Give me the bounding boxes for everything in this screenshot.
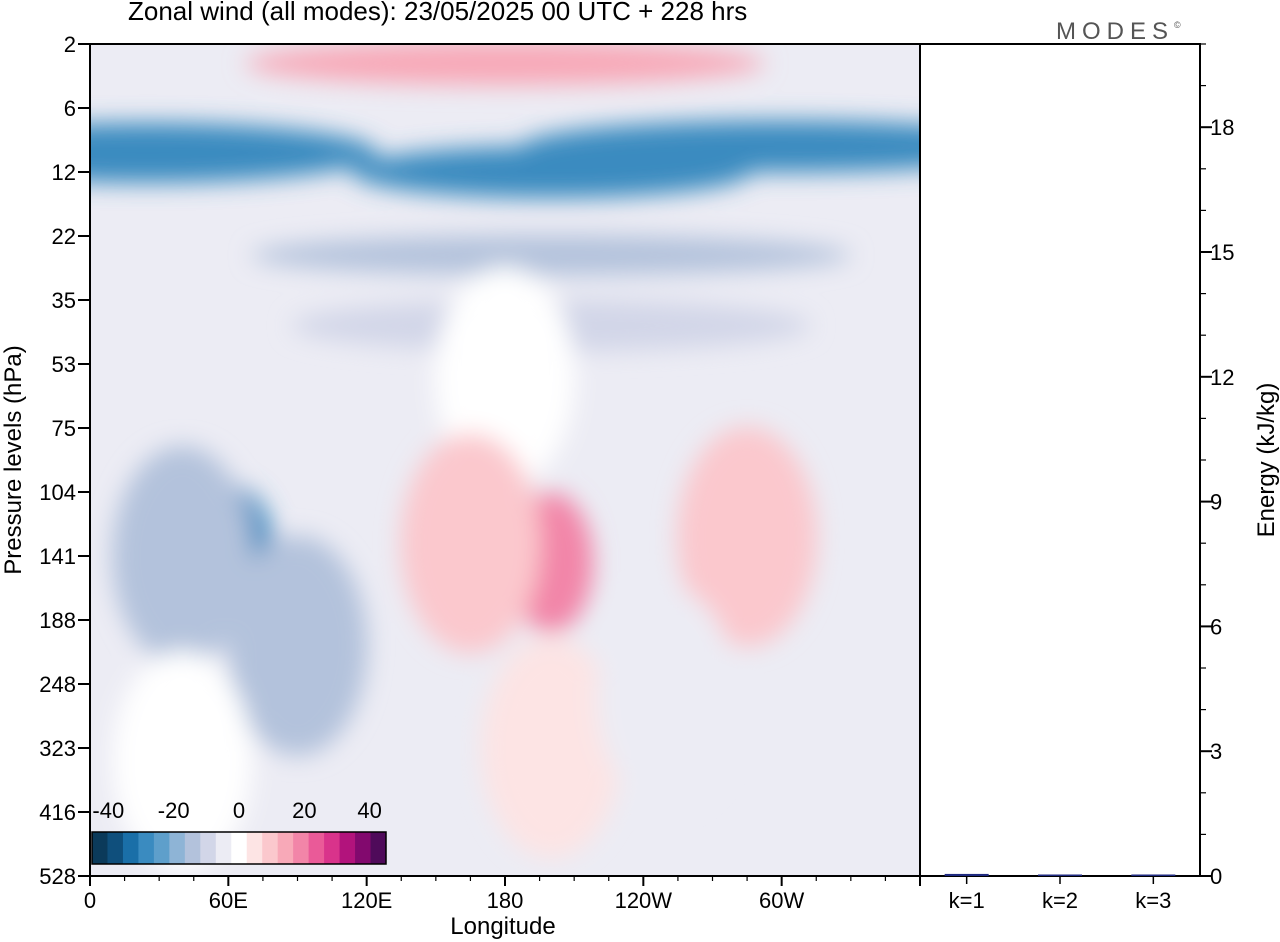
energy-tick-label-15: 15: [1210, 240, 1234, 265]
colorbar-label--20: -20: [158, 798, 190, 823]
energy-tick-label-0: 0: [1210, 864, 1222, 889]
colorbar-frame: [91, 831, 387, 865]
field-feature-0: [245, 44, 765, 86]
colorbar-swatch-16: [339, 832, 356, 864]
colorbar-swatch-0: [92, 832, 108, 864]
colorbar-swatch-17: [355, 832, 372, 864]
y-tick-label-35: 35: [52, 288, 76, 313]
colorbar-label-20: 20: [292, 798, 316, 823]
copyright-mark: ©: [1174, 20, 1181, 30]
chart-title: Zonal wind (all modes): 23/05/2025 00 UT…: [128, 0, 748, 26]
y-tick-label-416: 416: [39, 800, 76, 825]
energy-tick-label-3: 3: [1210, 739, 1222, 764]
energy-axes: 0 3 6 9 12 15 18 Energy (kJ/kg) k=1 k=2 k=3: [919, 43, 1280, 913]
field-feature-15: [596, 586, 737, 807]
energy-bar-k=2: [1038, 874, 1082, 876]
energy-cat-label-k=3: k=3: [1135, 888, 1171, 913]
energy-tick-label-6: 6: [1210, 614, 1222, 639]
field-feature-3: [521, 120, 920, 173]
colorbar: -40 -20 0 20 40: [91, 798, 387, 865]
colorbar-swatch-4: [153, 832, 170, 864]
x-tick-label-180: 180: [487, 888, 524, 913]
energy-tick-label-18: 18: [1210, 115, 1234, 140]
field-feature-12: [677, 426, 818, 647]
energy-cat-label-k=2: k=2: [1042, 888, 1078, 913]
modes-logo-text: MODES: [1056, 18, 1175, 45]
energy-cat-label-k=1: k=1: [949, 888, 985, 913]
colorbar-swatch-6: [184, 832, 201, 864]
y-tick-label-323: 323: [39, 736, 76, 761]
y-tick-label-75: 75: [52, 416, 76, 441]
y-axis-label: Pressure levels (hPa): [0, 345, 27, 574]
y-tick-label-22: 22: [52, 224, 76, 249]
colorbar-swatch-15: [324, 832, 341, 864]
colorbar-swatch-1: [107, 832, 124, 864]
field-feature-8: [112, 446, 253, 666]
colorbar-swatch-10: [246, 832, 263, 864]
field-feature-2: [90, 122, 378, 183]
field-feature-13: [481, 638, 622, 858]
x-tick-label-120E: 120E: [341, 888, 392, 913]
field-feature-14: [112, 650, 253, 871]
x-tick-label-120W: 120W: [615, 888, 673, 913]
y-tick-label-104: 104: [39, 480, 76, 505]
field-feature-11: [400, 433, 541, 654]
y-tick-label-2: 2: [64, 32, 76, 57]
energy-bar-k=3: [1131, 874, 1176, 876]
energy-tick-label-12: 12: [1210, 365, 1234, 390]
colorbar-swatch-18: [370, 832, 387, 864]
x-tick-label-60E: 60E: [209, 888, 248, 913]
field-feature-4: [251, 235, 852, 276]
y-tick-label-53: 53: [52, 352, 76, 377]
colorbar-swatch-12: [277, 832, 294, 864]
modes-logo: MODES©: [1056, 18, 1181, 46]
energy-tick-label-9: 9: [1210, 490, 1222, 515]
heatmap-axes: 2 6 12 22 35 53 75 104 141 188 248 323 416 528 0 60E 120…: [0, 32, 921, 940]
colorbar-swatch-7: [200, 832, 217, 864]
colorbar-label-0: 0: [233, 798, 245, 823]
colorbar-swatch-2: [122, 832, 139, 864]
colorbar-swatch-13: [293, 832, 310, 864]
y-tick-label-248: 248: [39, 672, 76, 697]
field-feature-6: [435, 266, 575, 487]
colorbar-label-40: 40: [357, 798, 381, 823]
colorbar-label--40: -40: [92, 798, 124, 823]
y-tick-label-188: 188: [39, 608, 76, 633]
energy-bar-k=1: [944, 873, 989, 876]
wind-contour-field: [90, 44, 920, 876]
colorbar-swatch-11: [262, 832, 279, 864]
colorbar-swatch-8: [215, 832, 232, 864]
field-feature-9: [227, 535, 368, 756]
energy-frame: [919, 43, 1201, 877]
y-tick-label-141: 141: [39, 544, 76, 569]
x-axis-label: Longitude: [450, 913, 555, 940]
y-tick-label-6: 6: [64, 96, 76, 121]
y-tick-label-528: 528: [39, 864, 76, 889]
energy-axis-label: Energy (kJ/kg): [1253, 383, 1280, 538]
y-tick-label-12: 12: [52, 160, 76, 185]
x-tick-label-0: 0: [84, 888, 96, 913]
field-blobs: [90, 44, 920, 871]
colorbar-swatch-5: [169, 832, 186, 864]
colorbar-swatch-14: [308, 832, 325, 864]
x-tick-label-60W: 60W: [759, 888, 804, 913]
colorbar-swatch-9: [231, 832, 248, 864]
colorbar-swatch-3: [138, 832, 155, 864]
